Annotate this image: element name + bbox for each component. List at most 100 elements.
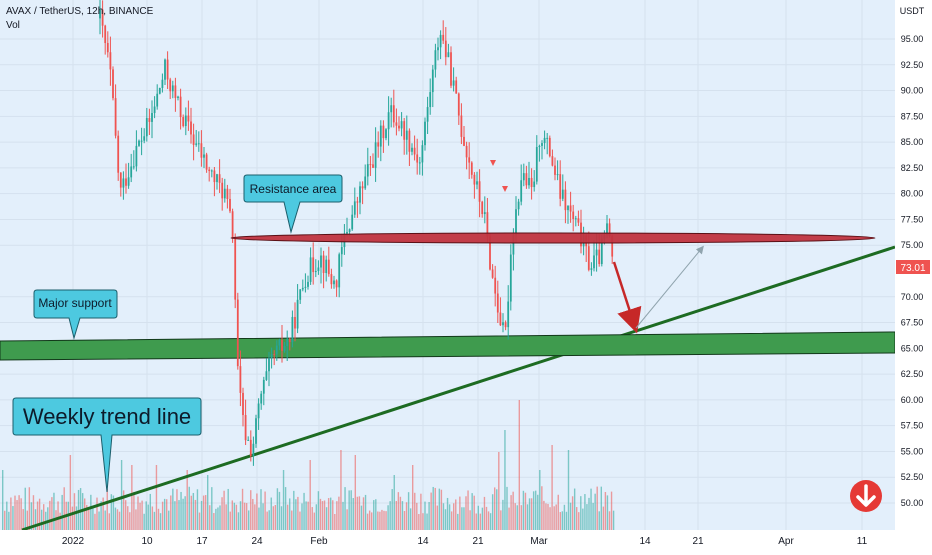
candle-body — [541, 143, 543, 146]
candle-body — [431, 69, 434, 93]
volume-bar — [49, 500, 51, 530]
projection-down-arrow[interactable] — [612, 261, 642, 334]
candle-body — [104, 25, 107, 44]
volume-bar — [481, 507, 484, 530]
volume-bar — [412, 465, 414, 530]
support-callout[interactable]: Major support — [33, 289, 118, 340]
volume-bar — [366, 513, 369, 530]
projection-up-arrow[interactable] — [635, 245, 704, 329]
candle-body — [301, 287, 304, 290]
volume-bar — [514, 503, 516, 530]
volume-bar — [584, 494, 586, 530]
volume-bar — [256, 493, 258, 530]
volume-bar — [371, 512, 373, 530]
sell-marker-2 — [502, 186, 508, 192]
price-tick-label: 50.00 — [901, 498, 924, 508]
volume-bar — [414, 492, 416, 530]
volume-bar — [239, 501, 242, 530]
candle-body — [366, 164, 369, 177]
candle-body — [564, 189, 567, 211]
candle-body — [463, 136, 465, 146]
price-axis[interactable] — [895, 0, 932, 550]
volume-bar — [307, 501, 309, 530]
volume-bar — [295, 499, 297, 530]
volume-bar — [272, 506, 274, 530]
volume-bar — [588, 497, 590, 530]
volume-bar — [129, 512, 131, 530]
volume-bar — [190, 495, 192, 530]
weekly-trend-line[interactable] — [21, 245, 896, 532]
candle-body — [309, 257, 312, 282]
volume-bar — [422, 513, 424, 530]
volume-bar — [569, 502, 572, 530]
volume-bar — [401, 501, 404, 530]
volume-bar — [207, 475, 209, 530]
candle-body — [119, 172, 122, 188]
volume-bar — [149, 493, 151, 530]
volume-bar — [373, 500, 375, 530]
volume-bar — [553, 506, 555, 530]
volume-bar — [10, 497, 12, 530]
volume-bar — [118, 511, 121, 530]
volume-bar — [573, 488, 576, 530]
candle-body — [434, 50, 437, 70]
volume-bar — [221, 497, 223, 530]
candle-body — [465, 145, 468, 158]
volume-bar — [545, 503, 547, 530]
resistance-callout[interactable]: Resistance area — [243, 174, 343, 234]
symbol-title: AVAX / TetherUS, 12h, BINANCE — [6, 6, 154, 17]
volume-bar — [383, 510, 385, 530]
volume-bar — [30, 502, 33, 530]
volume-bar — [297, 496, 299, 530]
volume-bar — [528, 498, 531, 530]
price-tick-label: 82.50 — [901, 163, 924, 173]
volume-bar — [526, 504, 529, 530]
candle-body — [489, 236, 491, 270]
volume-bar — [161, 501, 164, 530]
candle-body — [398, 125, 400, 129]
price-tick-label: 95.00 — [901, 34, 924, 44]
volume-bar — [360, 505, 363, 530]
candle-body — [416, 154, 419, 163]
volume-bar — [139, 502, 141, 530]
volume-bar — [436, 505, 438, 530]
volume-bar — [377, 511, 379, 530]
candle-body — [353, 201, 356, 215]
candle-body — [317, 267, 320, 272]
volume-bar — [63, 487, 65, 530]
candle-body — [101, 9, 104, 26]
volume-bar — [348, 490, 350, 530]
volume-bar — [379, 511, 381, 530]
volume-bar — [520, 505, 523, 530]
volume-bar — [57, 501, 59, 530]
volume-bar — [211, 487, 213, 530]
volume-bar — [483, 496, 486, 530]
candle-body — [413, 147, 416, 155]
candle-body — [203, 154, 205, 158]
volume-bar — [303, 492, 305, 530]
trendline-callout[interactable]: Weekly trend line — [12, 397, 202, 493]
candle-body — [109, 52, 112, 70]
candle-body — [273, 354, 276, 356]
volume-bar — [608, 511, 611, 530]
candle-body — [286, 338, 289, 346]
candle-body — [595, 249, 598, 256]
candle-body — [330, 274, 333, 285]
candlesticks — [99, 0, 614, 466]
candle-body — [99, 9, 101, 19]
volume-bar — [489, 513, 492, 530]
time-axis[interactable] — [0, 530, 932, 550]
volume-bar — [338, 496, 340, 530]
volume-bar — [241, 488, 244, 530]
volume-bar — [26, 510, 28, 530]
volume-bar — [194, 499, 197, 530]
candle-body — [481, 201, 484, 215]
sell-signal-badge[interactable] — [850, 480, 882, 512]
resistance-area[interactable] — [230, 232, 876, 244]
resistance-label: Resistance area — [250, 182, 337, 196]
volume-bar — [274, 505, 277, 530]
candle-body — [554, 165, 556, 175]
candle-body — [606, 223, 608, 236]
